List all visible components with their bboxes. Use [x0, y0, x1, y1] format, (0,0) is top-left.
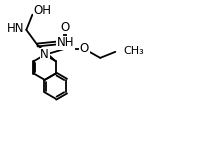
- Text: N: N: [40, 48, 49, 61]
- Text: OH: OH: [33, 4, 51, 17]
- Text: CH₃: CH₃: [124, 46, 144, 56]
- Text: NH: NH: [56, 36, 74, 49]
- Text: HN: HN: [6, 22, 24, 35]
- Text: O: O: [80, 42, 89, 55]
- Text: O: O: [61, 21, 70, 34]
